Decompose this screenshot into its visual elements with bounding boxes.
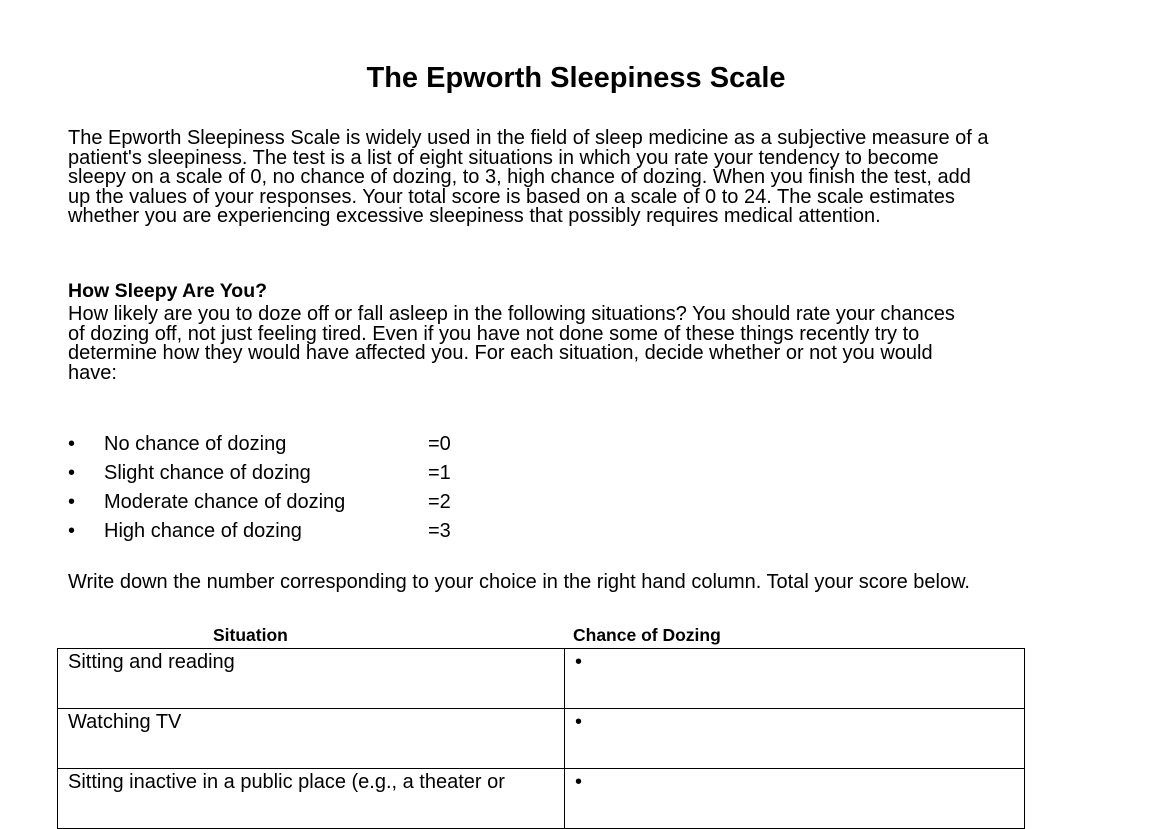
- bullet-icon: •: [68, 462, 76, 484]
- situation-cell: Sitting inactive in a public place (e.g.…: [57, 768, 565, 829]
- intro-line: sleepy on a scale of 0, no chance of doz…: [68, 166, 971, 189]
- table-row: Sitting and reading •: [57, 648, 1025, 709]
- question-line: determine how they would have affected y…: [68, 342, 933, 365]
- scale-label: No chance of dozing: [104, 433, 287, 455]
- situation-cell: Watching TV: [57, 708, 565, 769]
- question-line: have:: [68, 361, 117, 384]
- scale-value: =2: [428, 491, 451, 513]
- question-paragraph: How likely are you to doze off or fall a…: [68, 303, 955, 384]
- intro-paragraph: The Epworth Sleepiness Scale is widely u…: [68, 127, 989, 228]
- question-line: of dozing off, not just feeling tired. E…: [68, 322, 920, 345]
- scale-label: High chance of dozing: [104, 520, 302, 542]
- intro-line: patient's sleepiness. The test is a list…: [68, 146, 939, 169]
- chance-cell[interactable]: •: [564, 768, 1025, 829]
- scale-value: =1: [428, 462, 451, 484]
- intro-line: up the values of your responses. Your to…: [68, 185, 955, 208]
- intro-line: whether you are experiencing excessive s…: [68, 205, 881, 228]
- intro-line: The Epworth Sleepiness Scale is widely u…: [68, 127, 989, 149]
- bullet-icon: •: [68, 491, 76, 513]
- scale-label: Slight chance of dozing: [104, 462, 311, 484]
- instruction-text: Write down the number corresponding to y…: [68, 571, 970, 593]
- scale-value: =0: [428, 433, 451, 455]
- section-heading: How Sleepy Are You?: [68, 280, 268, 302]
- chance-cell[interactable]: •: [564, 708, 1025, 769]
- bullet-icon: •: [68, 520, 76, 542]
- table-row: Sitting inactive in a public place (e.g.…: [57, 768, 1025, 829]
- table-row: Watching TV •: [57, 708, 1025, 769]
- situation-cell: Sitting and reading: [57, 648, 565, 709]
- scale-label: Moderate chance of dozing: [104, 491, 346, 513]
- bullet-icon: •: [68, 433, 76, 455]
- header-chance: Chance of Dozing: [573, 625, 721, 645]
- header-situation: Situation: [213, 625, 288, 645]
- page-title: The Epworth Sleepiness Scale: [366, 62, 786, 94]
- situations-table: Sitting and reading • Watching TV • Sitt…: [57, 648, 1025, 829]
- question-line: How likely are you to doze off or fall a…: [68, 303, 955, 325]
- chance-cell[interactable]: •: [564, 648, 1025, 709]
- scale-value: =3: [428, 520, 451, 542]
